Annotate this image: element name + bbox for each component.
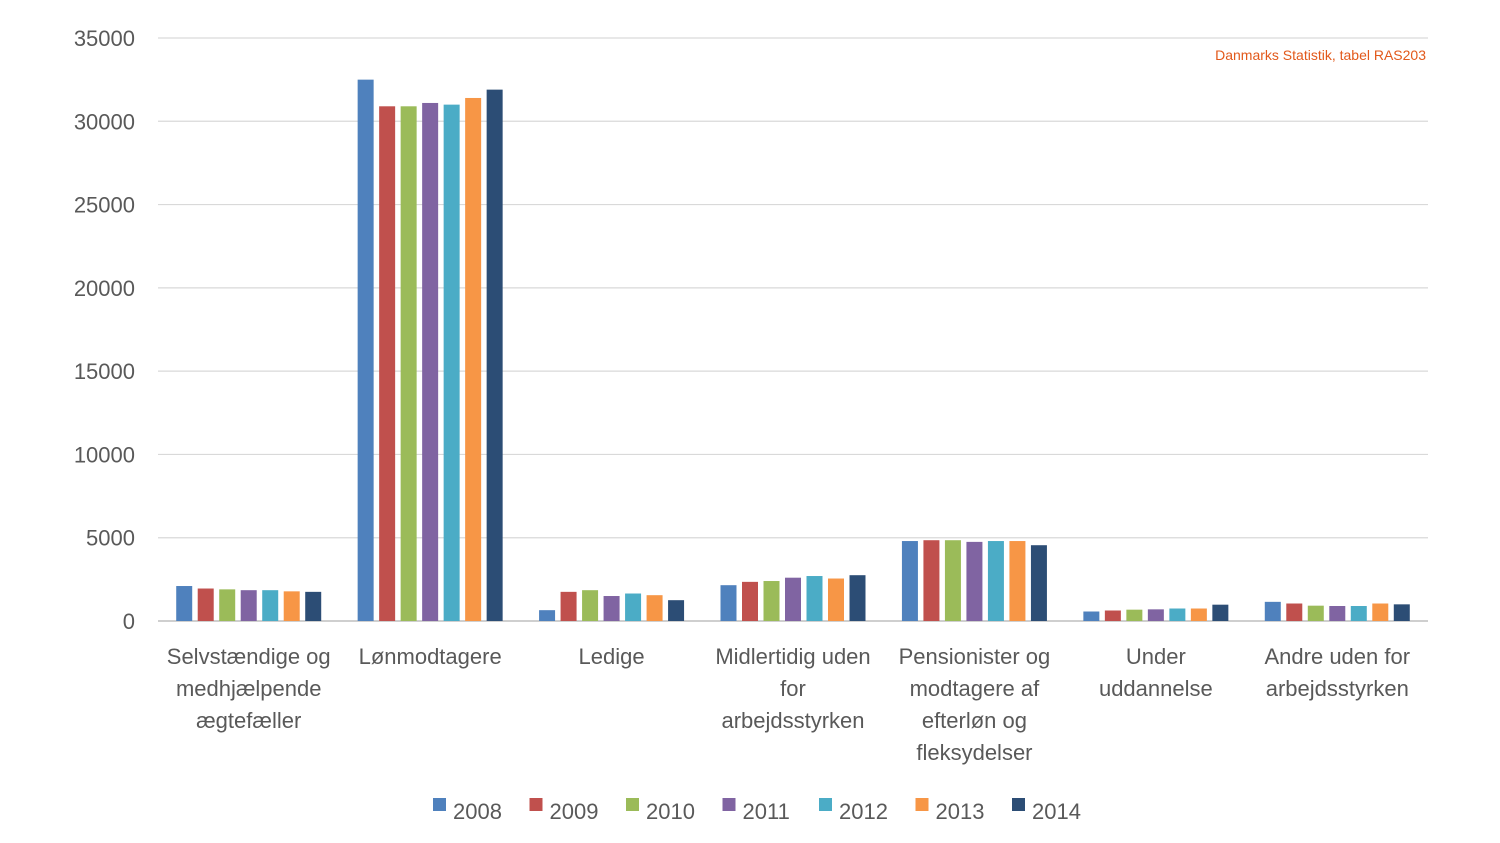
bar-2014 [668,600,685,621]
bar-2011 [1329,606,1346,621]
bar-2008 [720,585,737,621]
bar-2011 [240,590,257,621]
bar-2010 [944,540,961,621]
category-label: Under [1126,644,1186,669]
legend-label: 2008 [453,799,502,824]
bar-2014 [849,575,866,621]
y-tick-label: 10000 [74,442,135,467]
bar-2009 [560,591,577,621]
gridlines [158,37,1428,622]
bar-2012 [806,576,823,621]
legend-label: 2014 [1032,799,1081,824]
bar-2011 [422,102,439,621]
legend-label: 2009 [550,799,599,824]
bar-2009 [197,588,214,621]
y-tick-label: 25000 [74,193,135,218]
bar-2009 [379,106,396,621]
bar-2014 [1393,604,1410,621]
bar-2012 [1169,608,1186,621]
category-label: Lønmodtagere [359,644,502,669]
y-tick-label: 20000 [74,276,135,301]
category-label: modtagere af [910,676,1041,701]
legend-swatch [722,798,736,811]
category-label: arbejdsstyrken [1266,676,1409,701]
y-tick-label: 15000 [74,359,135,384]
bar-2012 [987,541,1004,621]
legend: 2008 2009 2010 2011 2012 2013 2014 [433,798,1081,824]
bar-2010 [219,589,236,621]
bars [176,79,1410,622]
legend-swatch [1012,798,1025,811]
bar-2012 [262,590,279,621]
bar-2008 [1264,601,1281,621]
bar-2013 [465,97,482,622]
bar-2014 [1212,604,1229,621]
bar-2009 [742,581,758,621]
bar-2013 [828,578,844,621]
legend-label: 2013 [936,799,985,824]
bar-2010 [763,581,780,621]
category-label: for [780,676,806,701]
legend-swatch [915,798,929,811]
bar-2010 [400,106,417,621]
bar-2011 [785,577,801,621]
legend-label: 2011 [743,799,790,824]
bar-2012 [1350,606,1367,621]
y-axis-ticks: 0 5000 10000 15000 20000 25000 30000 35000 [74,26,135,634]
bar-2013 [646,595,663,621]
bar-2011 [1147,609,1164,621]
bar-2008 [1083,611,1100,621]
legend-swatch [819,798,832,811]
category-label: Selvstændige og [167,644,331,669]
category-label: ægtefæller [196,708,301,733]
source-annotation: Danmarks Statistik, tabel RAS203 [1215,47,1426,63]
bar-2014 [305,591,322,621]
y-tick-label: 0 [123,609,135,634]
y-tick-label: 5000 [86,526,135,551]
legend-label: 2010 [646,799,695,824]
category-label: Andre uden for [1265,644,1411,669]
bar-2013 [1372,603,1389,621]
category-label: Midlertidig uden [715,644,870,669]
bar-2011 [966,541,983,621]
legend-swatch [626,798,639,811]
bar-2010 [1126,609,1143,621]
x-axis-categories: Selvstændige og medhjælpende ægtefæller Løn… [167,644,1410,765]
category-label: efterløn og [922,708,1027,733]
bar-2009 [923,540,940,621]
legend-label: 2012 [839,799,888,824]
category-label: arbejdsstyrken [721,708,864,733]
bar-2009 [1104,610,1121,621]
y-tick-label: 30000 [74,109,135,134]
bar-2014 [1030,545,1047,621]
y-tick-label: 35000 [74,26,135,51]
bar-2010 [1307,605,1324,621]
bar-2014 [486,89,503,621]
bar-2012 [443,104,460,622]
bar-2013 [1009,541,1026,621]
bar-2009 [1286,603,1303,621]
category-label: Ledige [579,644,645,669]
category-label: medhjælpende [176,676,322,701]
bar-2013 [1190,608,1207,621]
category-label: uddannelse [1099,676,1213,701]
bar-2008 [901,541,918,621]
bar-2008 [176,586,193,621]
bar-2010 [582,590,599,621]
legend-swatch [529,798,543,811]
category-label: fleksydelser [916,740,1032,765]
bar-2011 [603,596,620,621]
bar-2012 [625,593,642,621]
legend-swatch [433,798,446,811]
bar-2008 [357,79,374,621]
bar-2008 [539,610,556,621]
category-label: Pensionister og [899,644,1051,669]
bar-2013 [283,591,300,621]
